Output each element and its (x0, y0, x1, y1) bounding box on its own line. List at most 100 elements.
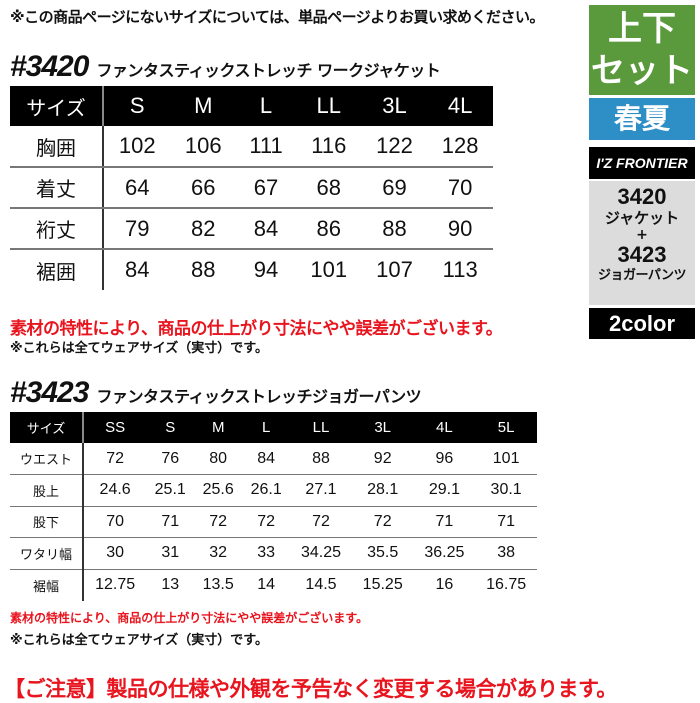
jacket-title: #3420 ファンタスティックストレッチ ワークジャケット (10, 50, 441, 84)
measurement-cell: 79 (103, 208, 171, 250)
measurement-cell: 86 (295, 208, 362, 250)
measurement-cell: 88 (361, 208, 428, 250)
measurement-cell: 13.5 (202, 576, 234, 593)
measurement-cell: 72 (290, 506, 352, 538)
measurement-cell: 71 (413, 506, 476, 538)
measurement-cell: 64 (103, 167, 171, 209)
top-note: ※この商品ページにないサイズについては、単品ページよりお買い求めください。 (10, 8, 545, 26)
row-label: 着丈 (10, 167, 104, 209)
measurement-cell: 71 (146, 506, 195, 538)
row-label: 股上 (10, 474, 84, 507)
measurement-cell: 88 (290, 443, 352, 475)
measurement-cell: 107 (376, 257, 413, 282)
size-header: SS (83, 412, 147, 443)
measurement-cell: 76 (146, 443, 195, 475)
header-label: サイズ (10, 86, 104, 126)
size-header: LL (290, 412, 352, 443)
measurement-cell: 128 (427, 126, 493, 168)
measurement-cell: 84 (124, 257, 150, 282)
row-label: 裄丈 (10, 208, 104, 250)
measurement-cell: 82 (170, 208, 237, 250)
size-header: 4L (427, 86, 493, 126)
measurement-cell: 32 (194, 537, 243, 570)
measurement-cell: 80 (194, 443, 243, 475)
measurement-cell: 70 (427, 167, 493, 209)
measurement-cell: 84 (236, 208, 296, 250)
measurement-cell: 13 (161, 576, 180, 593)
measurement-cell: 69 (361, 167, 428, 209)
item2-number: 3423 (617, 242, 667, 267)
size-header: L (242, 412, 291, 443)
measurement-cell: 35.5 (351, 537, 414, 570)
measurement-cell: 102 (103, 126, 171, 168)
bottom-notice: 【ご注意】製品の仕様や外観を予告なく変更する場合があります。 (4, 677, 617, 701)
measurement-cell: 38 (475, 537, 537, 570)
measurement-cell: 15.25 (362, 576, 403, 593)
row-label: ウエスト (10, 443, 84, 475)
measurement-cell: 30 (83, 537, 147, 570)
season-badge: 春夏 (589, 98, 695, 140)
size-header: S (146, 412, 195, 443)
row-label: 胸囲 (10, 126, 104, 168)
item2-name: ジョガーパンツ (597, 268, 687, 283)
measurement-cell: 31 (146, 537, 195, 570)
size-header: 3L (361, 86, 428, 126)
row-label: 裾幅 (10, 569, 84, 601)
pants-title: #3423 ファンタスティックストレッチジョガーパンツ (10, 376, 422, 410)
size-header: LL (295, 86, 362, 126)
header-row: サイズ SS S M L LL 3L 4L 5L (10, 412, 537, 443)
measurement-cell: 90 (427, 208, 493, 250)
set-contents: 3420 ジャケット + 3423 ジョガーパンツ (589, 181, 695, 305)
jacket-size-table: サイズ S M L LL 3L 4L 胸囲 102 106 111 116 122 128 着丈 64 66 67… (10, 86, 493, 290)
table-row: ウエスト 72 76 80 84 88 92 96 101 (10, 443, 537, 475)
measurement-cell: 25.1 (146, 474, 195, 507)
measurement-cell: 29.1 (413, 474, 476, 507)
row-label: ワタリ幅 (10, 537, 84, 570)
measurement-cell: 72 (242, 506, 291, 538)
measurement-cell: 12.75 (95, 576, 136, 593)
header-label: サイズ (10, 412, 84, 443)
measurement-cell: 96 (413, 443, 476, 475)
plus: + (636, 227, 648, 243)
size-header: L (236, 86, 296, 126)
measurement-cell: 16 (435, 576, 454, 593)
measurement-cell: 26.1 (242, 474, 291, 507)
table-row: 裾囲 84 88 94 101 107 113 (10, 249, 493, 290)
measurement-cell: 106 (170, 126, 237, 168)
measurement-cell: 68 (295, 167, 362, 209)
table-row: 着丈 64 66 67 68 69 70 (10, 167, 493, 209)
measurement-cell: 72 (83, 443, 147, 475)
measurement-cell: 30.1 (475, 474, 537, 507)
color-count-badge: 2color (589, 308, 695, 339)
size-header: 5L (475, 412, 537, 443)
table-row: 裾幅 12.75 13 13.5 14 14.5 15.25 16 16.75 (10, 569, 537, 601)
brand-logo: I'Z FRONTIER (589, 147, 695, 179)
item1-number: 3420 (617, 184, 667, 209)
table-row: 胸囲 102 106 111 116 122 128 (10, 126, 493, 168)
measurement-cell: 66 (170, 167, 237, 209)
size-header: S (103, 86, 171, 126)
measurement-cell: 72 (351, 506, 414, 538)
set-badge: 上下 セット (589, 5, 695, 95)
set-line1: 上下 (608, 9, 676, 49)
measurement-cell: 122 (361, 126, 428, 168)
jacket-name: ファンタスティックストレッチ ワークジャケット (96, 61, 441, 80)
pants-number: #3423 (10, 376, 89, 409)
size-header: M (194, 412, 243, 443)
measurement-cell: 111 (236, 126, 296, 168)
set-line2: セット (591, 51, 693, 91)
measurement-cell: 113 (442, 257, 478, 282)
jacket-note: ※これらは全てウェアサイズ（実寸）です。 (10, 341, 268, 356)
table-row: 裄丈 79 82 84 86 88 90 (10, 208, 493, 250)
measurement-cell: 16.75 (486, 576, 527, 593)
table-row: 股下 70 71 72 72 72 72 71 71 (10, 506, 537, 538)
header-row: サイズ S M L LL 3L 4L (10, 86, 493, 126)
measurement-cell: 34.25 (290, 537, 352, 570)
pants-name: ファンタスティックストレッチジョガーパンツ (96, 387, 422, 406)
measurement-cell: 70 (83, 506, 147, 538)
table-row: 股上 24.6 25.1 25.6 26.1 27.1 28.1 29.1 30.1 (10, 474, 537, 507)
size-header: 4L (413, 412, 476, 443)
measurement-cell: 101 (475, 443, 537, 475)
item1-name: ジャケット (604, 209, 680, 227)
measurement-cell: 92 (351, 443, 414, 475)
